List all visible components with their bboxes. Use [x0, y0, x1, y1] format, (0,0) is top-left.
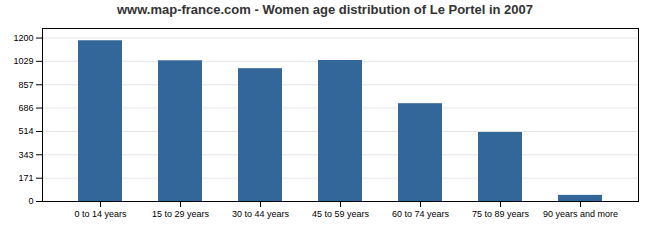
svg-text:60 to 74 years: 60 to 74 years: [392, 209, 450, 219]
svg-text:15 to 29 years: 15 to 29 years: [152, 209, 210, 219]
svg-text:343: 343: [18, 150, 33, 160]
svg-text:1200: 1200: [13, 33, 33, 43]
svg-text:0 to 14 years: 0 to 14 years: [74, 209, 127, 219]
html-text:www.map-france.com - Women age: www.map-france.com - Women age distribut…: [117, 2, 533, 17]
svg-text:1029: 1029: [13, 56, 33, 66]
svg-text:857: 857: [18, 80, 33, 90]
svg-text:0: 0: [28, 196, 33, 206]
svg-text:171: 171: [18, 173, 33, 183]
svg-text:30 to 44 years: 30 to 44 years: [232, 209, 290, 219]
svg-text:75 to 89 years: 75 to 89 years: [472, 209, 530, 219]
svg-text:90 years and more: 90 years and more: [543, 209, 618, 219]
svg-text:686: 686: [18, 103, 33, 113]
svg-text:45 to 59 years: 45 to 59 years: [312, 209, 370, 219]
svg-text:514: 514: [18, 126, 33, 136]
